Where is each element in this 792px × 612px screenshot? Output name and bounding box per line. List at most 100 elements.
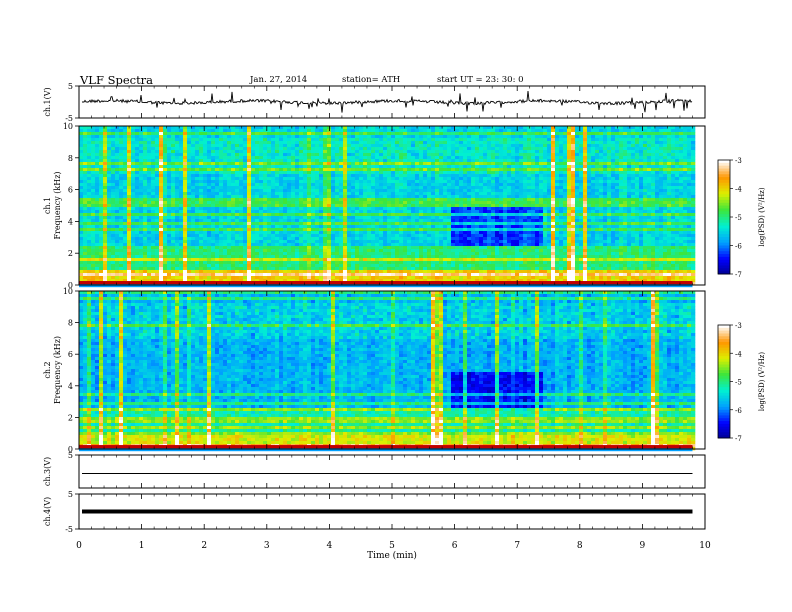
colorbar-seg-ch1-spectrogram-8	[718, 182, 730, 187]
colorbar-seg-ch2-spectrogram-33	[718, 418, 730, 422]
colorbar-seg-ch2-spectrogram-5	[718, 339, 730, 343]
ytick-label-ch3-waveform-0: 5	[68, 451, 73, 460]
colorbar-seg-ch2-spectrogram-25	[718, 395, 730, 399]
colorbar-seg-ch2-spectrogram-35	[718, 423, 730, 428]
xaxis-tick-label-9: 9	[640, 541, 646, 551]
colorbar-seg-ch1-spectrogram-5	[718, 174, 730, 178]
colorbar-seg-ch1-spectrogram-21	[718, 219, 730, 224]
colorbar-seg-ch2-spectrogram-11	[718, 356, 730, 360]
station-label: station= ATH	[342, 75, 401, 85]
colorbar-seg-ch1-spectrogram-14	[718, 199, 730, 204]
colorbar-tick-label-ch2-spectrogram-2: -5	[735, 379, 742, 387]
xaxis-tick-label-5: 5	[389, 541, 395, 551]
colorbar-seg-ch1-spectrogram-16	[718, 205, 730, 209]
colorbar-seg-ch2-spectrogram-4	[718, 336, 730, 340]
colorbar-seg-ch2-spectrogram-13	[718, 361, 730, 366]
colorbar-seg-ch1-spectrogram-20	[718, 217, 730, 221]
colorbar-seg-ch1-spectrogram-18	[718, 211, 730, 215]
colorbar-seg-ch1-spectrogram-28	[718, 239, 730, 244]
start-time-label: start UT = 23: 30: 0	[437, 75, 524, 85]
ylabel-sub-ch1-spectrogram: Frequency (kHz)	[53, 171, 62, 239]
colorbar-seg-ch2-spectrogram-36	[718, 426, 730, 431]
xaxis-tick-label-0: 0	[76, 541, 82, 551]
colorbar-seg-ch1-spectrogram-1	[718, 162, 730, 167]
colorbar-seg-ch2-spectrogram-22	[718, 387, 730, 391]
spectrogram-ch2-spectrogram	[79, 291, 705, 452]
colorbar-seg-ch1-spectrogram-4	[718, 171, 730, 175]
colorbar-label-ch1-spectrogram: log(PSD) (V²/Hz)	[758, 187, 766, 246]
colorbar-seg-ch2-spectrogram-21	[718, 384, 730, 388]
colorbar-seg-ch2-spectrogram-39	[718, 435, 730, 439]
xaxis-tick-label-3: 3	[264, 541, 270, 551]
spectrogram-ch1-spectrogram	[79, 126, 705, 288]
ylabel-ch3-waveform: ch.3(V)	[43, 457, 52, 486]
colorbar-tick-label-ch2-spectrogram-1: -4	[735, 350, 742, 358]
colorbar-tick-label-ch1-spectrogram-2: -5	[735, 214, 742, 222]
colorbar-seg-ch1-spectrogram-12	[718, 194, 730, 198]
colorbar-seg-ch2-spectrogram-15	[718, 367, 730, 371]
ytick-label-ch1-spectrogram-5: 10	[63, 122, 73, 131]
ytick-label-ch2-spectrogram-5: 10	[63, 287, 73, 296]
colorbar-seg-ch1-spectrogram-19	[718, 214, 730, 218]
ytick-label-ch1-waveform-1: -5	[65, 114, 73, 123]
colorbar-seg-ch2-spectrogram-38	[718, 432, 730, 436]
colorbar-seg-ch2-spectrogram-8	[718, 347, 730, 351]
xaxis-tick-label-6: 6	[452, 541, 458, 551]
colorbar-seg-ch2-spectrogram-7	[718, 344, 730, 349]
colorbar-seg-ch2-spectrogram-28	[718, 404, 730, 408]
colorbar-seg-ch1-spectrogram-24	[718, 228, 730, 232]
ytick-label-ch2-spectrogram-0: 0	[68, 445, 73, 454]
ytick-label-ch1-spectrogram-1: 2	[68, 249, 73, 258]
ytick-label-ch2-spectrogram-1: 2	[68, 413, 73, 422]
colorbar-seg-ch1-spectrogram-23	[718, 225, 730, 229]
colorbar-tick-label-ch2-spectrogram-3: -6	[735, 407, 742, 415]
chart-title: VLF Spectra	[80, 73, 154, 87]
colorbar-seg-ch1-spectrogram-29	[718, 242, 730, 246]
colorbar-seg-ch1-spectrogram-13	[718, 197, 730, 201]
ytick-label-ch4-waveform-0: 5	[68, 490, 73, 499]
colorbar-seg-ch2-spectrogram-26	[718, 398, 730, 402]
colorbar-seg-ch1-spectrogram-32	[718, 251, 730, 255]
colorbar-seg-ch2-spectrogram-18	[718, 375, 730, 380]
colorbar-seg-ch2-spectrogram-9	[718, 350, 730, 354]
colorbar-seg-ch1-spectrogram-38	[718, 268, 730, 272]
colorbar-seg-ch1-spectrogram-6	[718, 177, 730, 181]
colorbar-seg-ch1-spectrogram-10	[718, 188, 730, 192]
xaxis-tick-label-4: 4	[327, 541, 333, 551]
colorbar-seg-ch1-spectrogram-37	[718, 265, 730, 269]
colorbar-seg-ch2-spectrogram-23	[718, 389, 730, 394]
colorbar-seg-ch2-spectrogram-3	[718, 333, 730, 337]
xaxis-tick-label-1: 1	[139, 541, 145, 551]
colorbar-seg-ch2-spectrogram-20	[718, 381, 730, 385]
colorbar-tick-label-ch2-spectrogram-0: -3	[735, 322, 742, 330]
colorbar-seg-ch2-spectrogram-10	[718, 353, 730, 357]
colorbar-seg-ch1-spectrogram-35	[718, 259, 730, 264]
colorbar-seg-ch2-spectrogram-19	[718, 378, 730, 382]
ylabel-ch1-waveform: ch.1(V)	[43, 87, 52, 116]
ytick-label-ch2-spectrogram-3: 6	[68, 350, 73, 359]
colorbar-seg-ch1-spectrogram-3	[718, 168, 730, 172]
colorbar-seg-ch2-spectrogram-30	[718, 409, 730, 414]
colorbar-seg-ch2-spectrogram-32	[718, 415, 730, 419]
colorbar-seg-ch1-spectrogram-11	[718, 191, 730, 195]
colorbar-seg-ch2-spectrogram-16	[718, 370, 730, 374]
ylabel-ch4-waveform: ch.4(V)	[43, 497, 52, 526]
colorbar-seg-ch1-spectrogram-7	[718, 179, 730, 184]
colorbar-seg-ch1-spectrogram-34	[718, 256, 730, 261]
date-label: Jan. 27, 2014	[250, 75, 308, 85]
colorbar-seg-ch2-spectrogram-17	[718, 373, 730, 377]
colorbar-seg-ch1-spectrogram-27	[718, 236, 730, 241]
colorbar-seg-ch2-spectrogram-2	[718, 330, 730, 334]
ylabel-ch1-spectrogram: ch.1	[43, 197, 52, 214]
colorbar-tick-label-ch1-spectrogram-0: -3	[735, 157, 742, 165]
colorbar-seg-ch1-spectrogram-25	[718, 231, 730, 235]
xaxis-tick-label-8: 8	[577, 541, 583, 551]
colorbar-seg-ch2-spectrogram-6	[718, 341, 730, 346]
ytick-label-ch2-spectrogram-4: 8	[68, 319, 73, 328]
ytick-label-ch2-spectrogram-2: 4	[68, 382, 73, 391]
colorbar-seg-ch1-spectrogram-36	[718, 262, 730, 266]
colorbar-tick-label-ch1-spectrogram-1: -4	[735, 186, 742, 194]
colorbar-seg-ch2-spectrogram-37	[718, 429, 730, 433]
ytick-label-ch1-waveform-0: 5	[68, 82, 73, 91]
